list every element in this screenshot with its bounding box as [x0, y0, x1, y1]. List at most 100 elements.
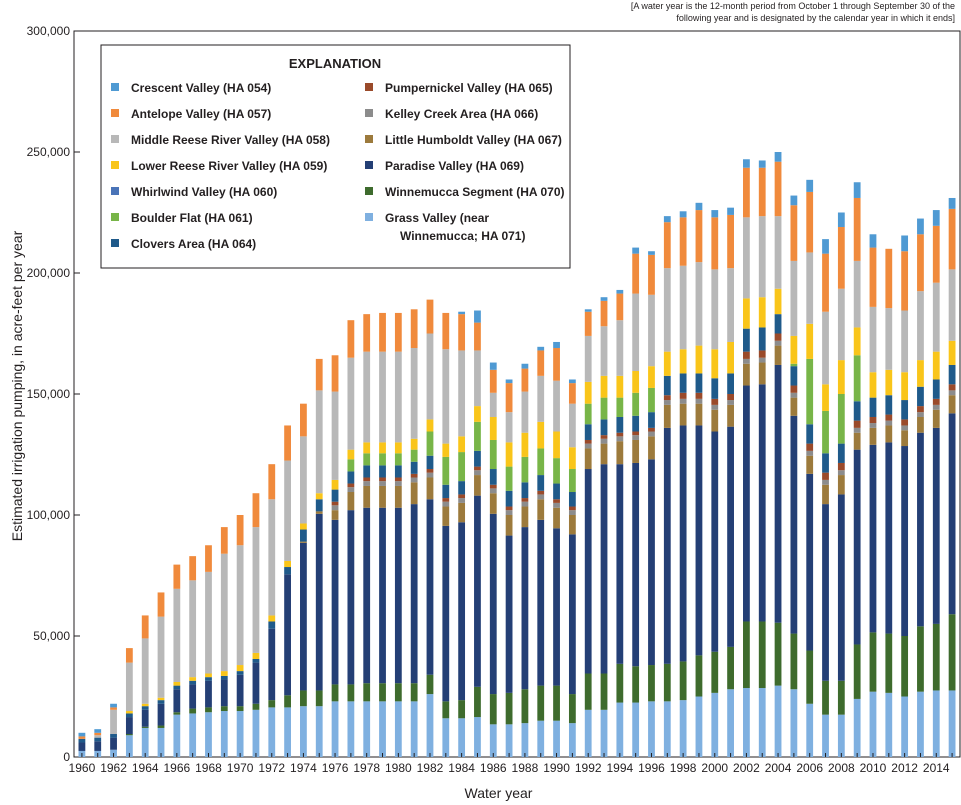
- bar-segment: [394, 477, 402, 482]
- bar-segment: [790, 385, 798, 393]
- bar-segment: [711, 692, 719, 757]
- bar-segment: [157, 616, 165, 698]
- bar-segment: [948, 395, 956, 414]
- bar-segment: [252, 658, 260, 663]
- bar-segment: [695, 655, 703, 697]
- bar-segment: [157, 592, 165, 617]
- bar-segment: [679, 403, 687, 426]
- bar-segment: [727, 426, 734, 647]
- bar-segment: [521, 456, 529, 483]
- legend-label: Winnemucca Segment (HA 070): [385, 185, 565, 199]
- bar-segment: [885, 420, 893, 426]
- legend-title: EXPLANATION: [289, 56, 381, 71]
- bar-segment: [125, 713, 133, 718]
- bar-segment: [189, 680, 197, 685]
- bar-segment: [837, 394, 845, 444]
- x-tick-label: 1992: [575, 761, 602, 775]
- bar-segment: [537, 685, 545, 721]
- bar-segment: [774, 622, 782, 686]
- bar-segment: [853, 182, 861, 198]
- bar-segment: [442, 349, 450, 444]
- bar-segment: [410, 449, 418, 462]
- bar-segment: [711, 217, 719, 270]
- bar-segment: [758, 357, 766, 363]
- bar-segment: [600, 300, 608, 327]
- bar-segment: [568, 506, 576, 511]
- bar-segment: [806, 252, 814, 324]
- bar-segment: [410, 482, 418, 505]
- bar-segment: [584, 309, 592, 312]
- bar-segment: [948, 340, 956, 365]
- bar-segment: [727, 207, 734, 215]
- bar-segment: [521, 363, 529, 369]
- bar-segment: [695, 425, 703, 656]
- bar-segment: [568, 469, 576, 493]
- bar-segment: [205, 571, 212, 674]
- bar-segment: [727, 404, 734, 427]
- bar-segment: [584, 381, 592, 404]
- x-tick-label: 1962: [100, 761, 127, 775]
- bar-segment: [426, 455, 434, 470]
- bar-segment: [727, 341, 734, 374]
- bar-segment: [505, 383, 513, 413]
- bar-segment: [790, 363, 798, 367]
- bar-segment: [410, 309, 418, 349]
- bar-segment: [347, 357, 355, 450]
- bar-segment: [505, 442, 513, 467]
- bar-segment: [901, 372, 909, 401]
- bar-segment: [932, 351, 940, 380]
- bar-segment: [442, 443, 450, 457]
- bar-segment: [616, 464, 624, 664]
- bar-segment: [284, 574, 291, 696]
- bar-segment: [157, 697, 165, 701]
- bar-segment: [489, 724, 497, 757]
- bar-segment: [616, 289, 624, 294]
- bar-segment: [220, 675, 228, 680]
- bar-segment: [537, 448, 545, 476]
- bar-segment: [616, 375, 624, 398]
- bar-segment: [505, 724, 513, 757]
- bar-segment: [394, 485, 402, 508]
- bar-segment: [458, 502, 466, 523]
- bar-segment: [727, 268, 734, 342]
- bar-segment: [125, 662, 133, 712]
- x-tick-label: 2010: [860, 761, 887, 775]
- bar-segment: [743, 363, 750, 386]
- x-tick-label: 2004: [765, 761, 792, 775]
- bar-segment: [379, 701, 386, 757]
- bar-segment: [711, 378, 719, 399]
- bar-segment: [505, 412, 513, 443]
- legend-label: Kelley Creek Area (HA 066): [385, 107, 538, 121]
- y-tick-label: 0: [63, 750, 70, 764]
- bar-segment: [125, 711, 133, 714]
- legend-swatch: [365, 83, 373, 91]
- bar-segment: [790, 260, 798, 336]
- bar-segment: [474, 686, 481, 718]
- bar-segment: [505, 379, 513, 384]
- bar-segment: [774, 216, 782, 289]
- bar-segment: [568, 534, 576, 695]
- legend-label: Boulder Flat (HA 061): [131, 211, 253, 225]
- bar-segment: [901, 251, 909, 311]
- bar-segment: [284, 425, 291, 461]
- bar-segment: [157, 725, 165, 728]
- bar-segment: [173, 681, 181, 686]
- bar-segment: [189, 708, 197, 714]
- bar-segment: [743, 385, 750, 622]
- legend-swatch: [111, 187, 119, 195]
- bar-segment: [853, 355, 861, 402]
- bar-segment: [205, 677, 212, 681]
- bar-segment: [711, 398, 719, 405]
- bar-segment: [869, 632, 877, 692]
- bar-segment: [648, 436, 655, 460]
- bar-segment: [806, 323, 814, 359]
- bar-segment: [474, 450, 481, 467]
- bar-segment: [568, 379, 576, 384]
- bar-segment: [932, 210, 940, 226]
- bar-segment: [584, 673, 592, 710]
- bar-segment: [806, 191, 814, 253]
- bar-segment: [363, 314, 371, 352]
- bar-segment: [901, 310, 909, 373]
- bar-segment: [331, 355, 339, 392]
- bar-segment: [110, 734, 117, 738]
